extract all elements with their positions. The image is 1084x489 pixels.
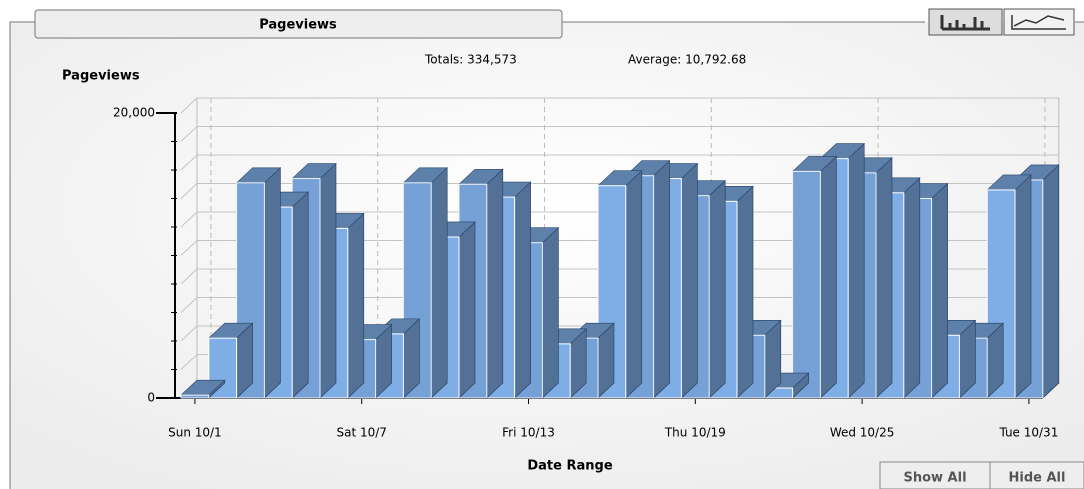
bar-side [708, 179, 726, 399]
bar-side [347, 212, 365, 399]
average: Average: 10,792.68 [628, 53, 746, 67]
bar-side [1014, 174, 1032, 399]
bar [180, 394, 210, 399]
grid-line [180, 97, 1059, 114]
grid-line [180, 211, 1059, 228]
bar-side [264, 167, 281, 399]
x-tick-label: Sun 10/1 [168, 426, 222, 440]
bar-side [486, 168, 504, 399]
header-tab [34, 9, 563, 39]
grid-line [180, 297, 1059, 313]
x-axis-title: Date Range [527, 459, 612, 474]
bar-side [1042, 164, 1060, 399]
x-tick-label: Sat 10/7 [336, 426, 386, 440]
bar-side [319, 162, 337, 399]
y-tick-label: 20,000 [113, 106, 155, 120]
totals: Totals: 334,573 [424, 53, 517, 67]
line-icon [1011, 15, 1066, 30]
bar-side [931, 182, 948, 399]
bar-side [847, 142, 865, 399]
grid-line [180, 183, 1059, 199]
bar-side [736, 185, 754, 399]
bar-side [625, 169, 643, 399]
bar-side [820, 155, 837, 399]
header-title: Pageviews [259, 18, 337, 33]
x-tick-label: Fri 10/13 [502, 426, 555, 440]
bar-side [430, 167, 448, 399]
bar-side [542, 226, 559, 399]
bar-side [291, 191, 309, 399]
bar-icon [940, 15, 990, 31]
y-tick-label: 0 [147, 391, 155, 405]
grid-line [180, 268, 1059, 285]
bar-side [875, 157, 893, 399]
hide-all-button[interactable] [989, 461, 1084, 489]
show-all-button[interactable] [879, 461, 991, 489]
y-axis-title: Pageviews [62, 69, 140, 84]
bar [792, 170, 821, 399]
x-tick-label: Wed 10/25 [830, 426, 895, 440]
bar-side [653, 160, 670, 399]
panel-border [9, 21, 1084, 489]
bar-side [681, 162, 698, 399]
bar-side [458, 221, 476, 399]
bar-side [514, 181, 531, 399]
grid-line [180, 126, 1059, 142]
bar [208, 337, 238, 399]
x-tick-label: Tue 10/31 [998, 426, 1058, 440]
grid-line [180, 154, 1059, 171]
grid-line [180, 240, 1059, 256]
bar-side [903, 177, 921, 399]
hide-all-label[interactable]: Hide All [1009, 471, 1066, 486]
bar-view-button[interactable] [928, 8, 1003, 36]
x-tick-label: Thu 10/19 [664, 426, 726, 440]
show-all-label[interactable]: Show All [903, 471, 966, 486]
